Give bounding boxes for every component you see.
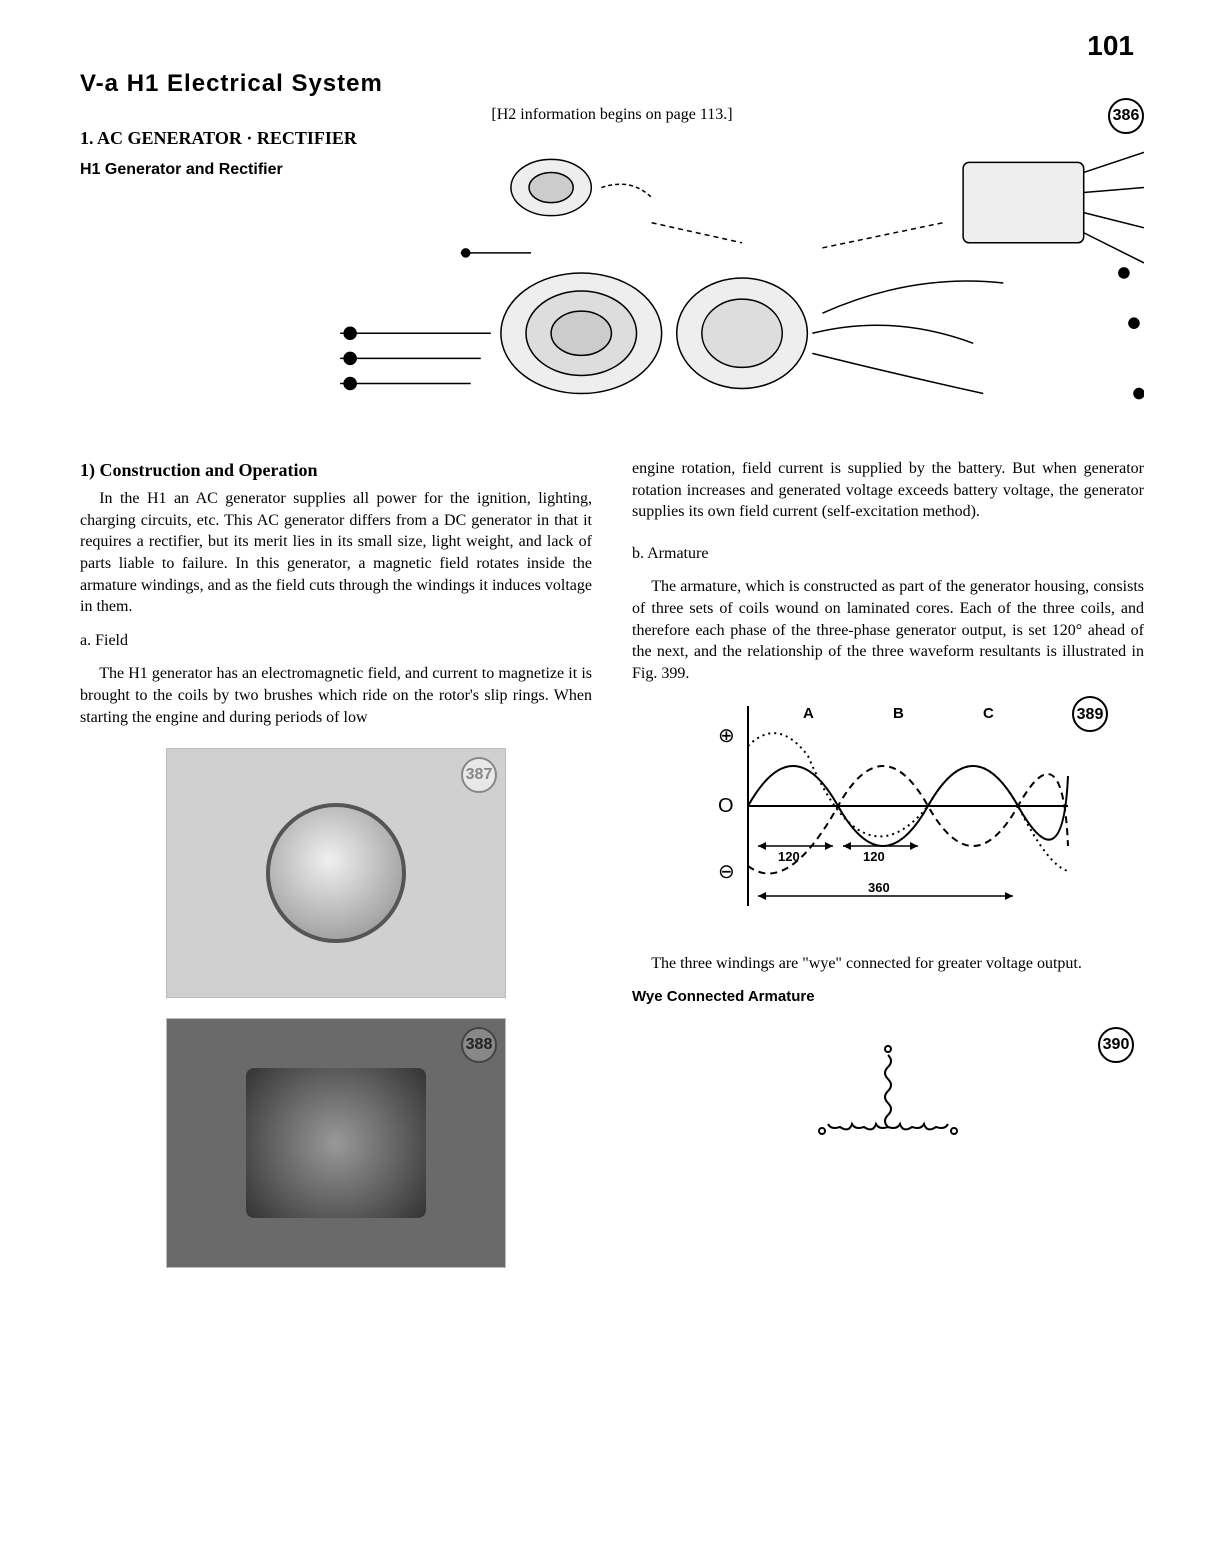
wye-diagram-area: 390	[632, 1027, 1144, 1247]
b-armature-label: b. Armature	[632, 543, 1144, 565]
figure-badge-389: 389	[1072, 696, 1108, 732]
phase-c-label: C	[983, 705, 994, 722]
rotor-photo: 387	[166, 748, 506, 998]
phase-a-label: A	[803, 705, 814, 722]
phase-120-label-1: 120	[778, 849, 800, 864]
figure-badge-390: 390	[1098, 1027, 1134, 1063]
exploded-view-svg	[320, 128, 1144, 438]
right-continuation-paragraph: engine rotation, field current is suppli…	[632, 458, 1144, 523]
minus-symbol: ⊖	[718, 861, 735, 883]
chapter-title: V-a H1 Electrical System	[80, 70, 1144, 98]
exploded-diagram-placeholder	[320, 128, 1144, 438]
h2-information-note: [H2 information begins on page 113.]	[80, 106, 1144, 124]
exploded-view-figure: 1. AC GENERATOR · RECTIFIER H1 Generator…	[80, 128, 1144, 438]
wye-text: The three windings are "wye" connected f…	[632, 953, 1144, 975]
h1-generator-rectifier-label: H1 Generator and Rectifier	[80, 161, 357, 179]
rotor-shape-icon	[266, 803, 406, 943]
waveform-svg: ⊕ O ⊖ A B C 120 120	[688, 696, 1088, 926]
plus-symbol: ⊕	[718, 725, 735, 747]
phase-120-label-2: 120	[863, 849, 885, 864]
intro-paragraph: In the H1 an AC generator supplies all p…	[80, 488, 592, 618]
engine-shape-icon	[246, 1068, 426, 1218]
two-column-body: 1) Construction and Operation In the H1 …	[80, 458, 1144, 1278]
right-column: engine rotation, field current is suppli…	[632, 458, 1144, 1278]
page-number: 101	[1087, 30, 1134, 62]
section-1-title: 1. AC GENERATOR · RECTIFIER	[80, 128, 357, 149]
figure-badge-387: 387	[461, 757, 497, 793]
engine-photo: 388	[166, 1018, 506, 1268]
a-field-label: a. Field	[80, 630, 592, 652]
b-armature-text: The armature, which is constructed as pa…	[632, 576, 1144, 684]
phase-b-label: B	[893, 705, 904, 722]
wye-svg	[788, 1027, 988, 1207]
a-field-text: The H1 generator has an electromagnetic …	[80, 663, 592, 728]
figure-badge-388: 388	[461, 1027, 497, 1063]
wye-connected-header: Wye Connected Armature	[632, 987, 1144, 1007]
left-column: 1) Construction and Operation In the H1 …	[80, 458, 592, 1278]
zero-symbol: O	[718, 795, 734, 817]
period-360-label: 360	[868, 880, 890, 895]
three-phase-waveform-figure: 389 ⊕ O ⊖ A B C 120	[688, 696, 1088, 933]
subsection-construction-operation: 1) Construction and Operation	[80, 458, 592, 482]
